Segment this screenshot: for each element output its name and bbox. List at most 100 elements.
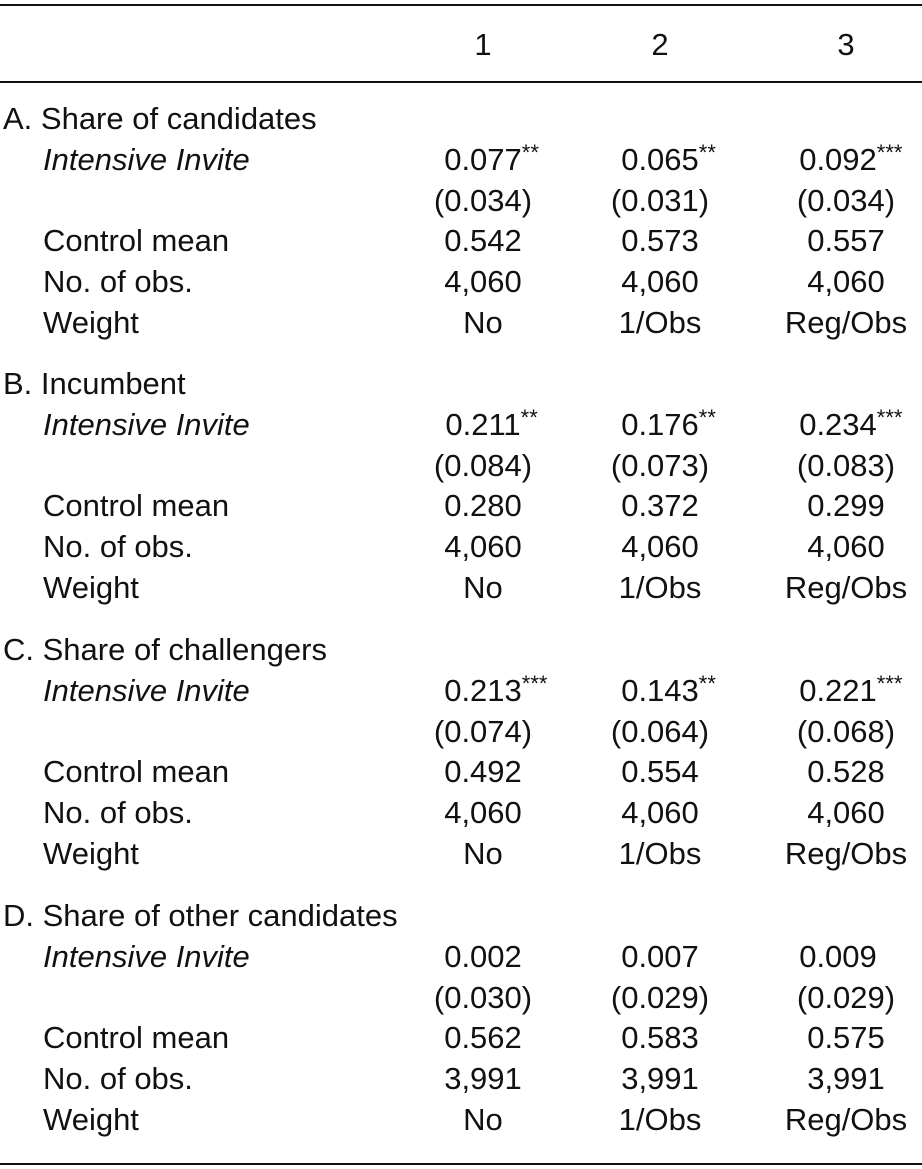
row-label: Intensive Invite xyxy=(43,141,250,177)
table-cell: (0.029) xyxy=(796,979,896,1015)
significance-stars: ** xyxy=(698,670,716,696)
coefficient-value: 0.009 xyxy=(799,938,877,974)
control-mean-row: Control mean 0.542 0.573 0.557 xyxy=(0,221,922,262)
table-cell: 4,060 xyxy=(807,529,885,565)
row-label: Control mean xyxy=(43,754,230,790)
table-bottom-rule xyxy=(0,1163,922,1165)
table-cell: (0.034) xyxy=(796,182,896,218)
coefficient-value: 0.002 xyxy=(444,938,522,974)
table-cell: 0.280 xyxy=(444,488,522,524)
table-cell: 0.092 *** xyxy=(762,140,914,181)
observations-row: No. of obs. 4,060 4,060 4,060 xyxy=(0,527,922,568)
panel-d: D. Share of other candidates Intensive In… xyxy=(0,896,922,1141)
significance-stars: ** xyxy=(520,404,538,430)
observations-row: No. of obs. 4,060 4,060 4,060 xyxy=(0,793,922,834)
coefficient-value: 0.211 xyxy=(445,406,521,442)
table-cell: 3,991 xyxy=(807,1061,885,1097)
table-cell: 0.234 *** xyxy=(762,405,914,446)
control-mean-row: Control mean 0.492 0.554 0.528 xyxy=(0,752,922,793)
weight-row: Weight No 1/Obs Reg/Obs xyxy=(0,834,922,875)
control-mean-row: Control mean 0.562 0.583 0.575 xyxy=(0,1018,922,1059)
row-label: No. of obs. xyxy=(43,264,193,300)
table-cell: 0.583 xyxy=(621,1020,699,1056)
row-label: Weight xyxy=(43,304,139,340)
table-cell: 4,060 xyxy=(807,264,885,300)
table-cell: (0.084) xyxy=(433,447,533,483)
table-cell: 0.009 xyxy=(762,937,914,978)
significance-stars: *** xyxy=(876,670,903,696)
table-cell: 4,060 xyxy=(807,795,885,831)
table-cell: (0.068) xyxy=(796,713,896,749)
panel-b: B. Incumbent Intensive Invite 0.211 ** 0.176… xyxy=(0,364,922,609)
table-cell: 0.542 xyxy=(444,223,522,259)
weight-row: Weight No 1/Obs Reg/Obs xyxy=(0,1100,922,1141)
table-cell: 4,060 xyxy=(621,795,699,831)
panel-c: C. Share of challengers Intensive Invite 0… xyxy=(0,630,922,875)
standard-error-row: (0.084) (0.073) (0.083) xyxy=(0,446,922,487)
control-mean-row: Control mean 0.280 0.372 0.299 xyxy=(0,486,922,527)
table-cell: 0.554 xyxy=(621,754,699,790)
table-cell: (0.030) xyxy=(433,979,533,1015)
significance-stars: ** xyxy=(521,139,539,165)
observations-row: No. of obs. 4,060 4,060 4,060 xyxy=(0,262,922,303)
table-cell: 0.007 xyxy=(595,937,725,978)
row-label: Control mean xyxy=(43,1020,230,1056)
coefficient-row: Intensive Invite 0.077 ** 0.065 ** 0.092 *** xyxy=(0,140,922,181)
coefficient-row: Intensive Invite 0.213 *** 0.143 ** 0.221 *** xyxy=(0,671,922,712)
table-cell: Reg/Obs xyxy=(784,1101,908,1137)
significance-stars: ** xyxy=(698,404,716,430)
row-label: Intensive Invite xyxy=(43,938,250,974)
table-cell: No xyxy=(463,835,503,871)
table-cell: 0.211 ** xyxy=(418,405,548,446)
table-top-rule xyxy=(0,4,922,6)
coefficient-row: Intensive Invite 0.002 0.007 0.009 xyxy=(0,937,922,978)
table-cell: 0.221 *** xyxy=(762,671,914,712)
significance-stars: *** xyxy=(876,139,903,165)
coefficient-value: 0.234 xyxy=(799,406,877,442)
table-cell: 0.002 xyxy=(418,937,548,978)
table-cell: Reg/Obs xyxy=(784,569,908,605)
table-cell: (0.029) xyxy=(610,979,710,1015)
row-label: Intensive Invite xyxy=(43,406,250,442)
table-cell: 1/Obs xyxy=(618,569,702,605)
row-label: Weight xyxy=(43,569,139,605)
coefficient-value: 0.143 xyxy=(621,672,699,708)
table-cell: 1/Obs xyxy=(618,304,702,340)
panel-a: A. Share of candidates Intensive Invite 0.… xyxy=(0,99,922,344)
table-cell: 4,060 xyxy=(444,795,522,831)
table-cell: 0.299 xyxy=(807,488,885,524)
table-cell: 0.176 ** xyxy=(595,405,725,446)
table-cell: 3,991 xyxy=(444,1061,522,1097)
table-cell: Reg/Obs xyxy=(784,304,908,340)
table-cell: 0.065 ** xyxy=(595,140,725,181)
header-rule xyxy=(0,81,922,83)
coefficient-value: 0.065 xyxy=(621,141,699,177)
table-cell: 0.143 ** xyxy=(595,671,725,712)
coefficient-value: 0.176 xyxy=(621,406,699,442)
column-header-3: 3 xyxy=(837,27,855,62)
table-cell: 0.528 xyxy=(807,754,885,790)
panel-title: C. Share of challengers xyxy=(3,632,327,667)
table-cell: (0.074) xyxy=(433,713,533,749)
coefficient-value: 0.213 xyxy=(444,672,522,708)
panel-title: B. Incumbent xyxy=(3,366,186,401)
table-cell: No xyxy=(463,304,503,340)
table-cell: No xyxy=(463,1101,503,1137)
table-cell: (0.031) xyxy=(610,182,710,218)
row-label: Control mean xyxy=(43,488,230,524)
table-cell: 4,060 xyxy=(444,529,522,565)
standard-error-row: (0.074) (0.064) (0.068) xyxy=(0,712,922,753)
column-header-1: 1 xyxy=(474,27,492,62)
coefficient-value: 0.092 xyxy=(799,141,877,177)
row-label: Intensive Invite xyxy=(43,672,250,708)
row-label: Control mean xyxy=(43,223,230,259)
significance-stars: ** xyxy=(698,139,716,165)
weight-row: Weight No 1/Obs Reg/Obs xyxy=(0,568,922,609)
table-cell: (0.064) xyxy=(610,713,710,749)
panel-title: D. Share of other candidates xyxy=(3,898,398,933)
table-cell: 4,060 xyxy=(444,264,522,300)
table-cell: 4,060 xyxy=(621,264,699,300)
observations-row: No. of obs. 3,991 3,991 3,991 xyxy=(0,1059,922,1100)
row-label: No. of obs. xyxy=(43,1061,193,1097)
table-cell: 0.372 xyxy=(621,488,699,524)
